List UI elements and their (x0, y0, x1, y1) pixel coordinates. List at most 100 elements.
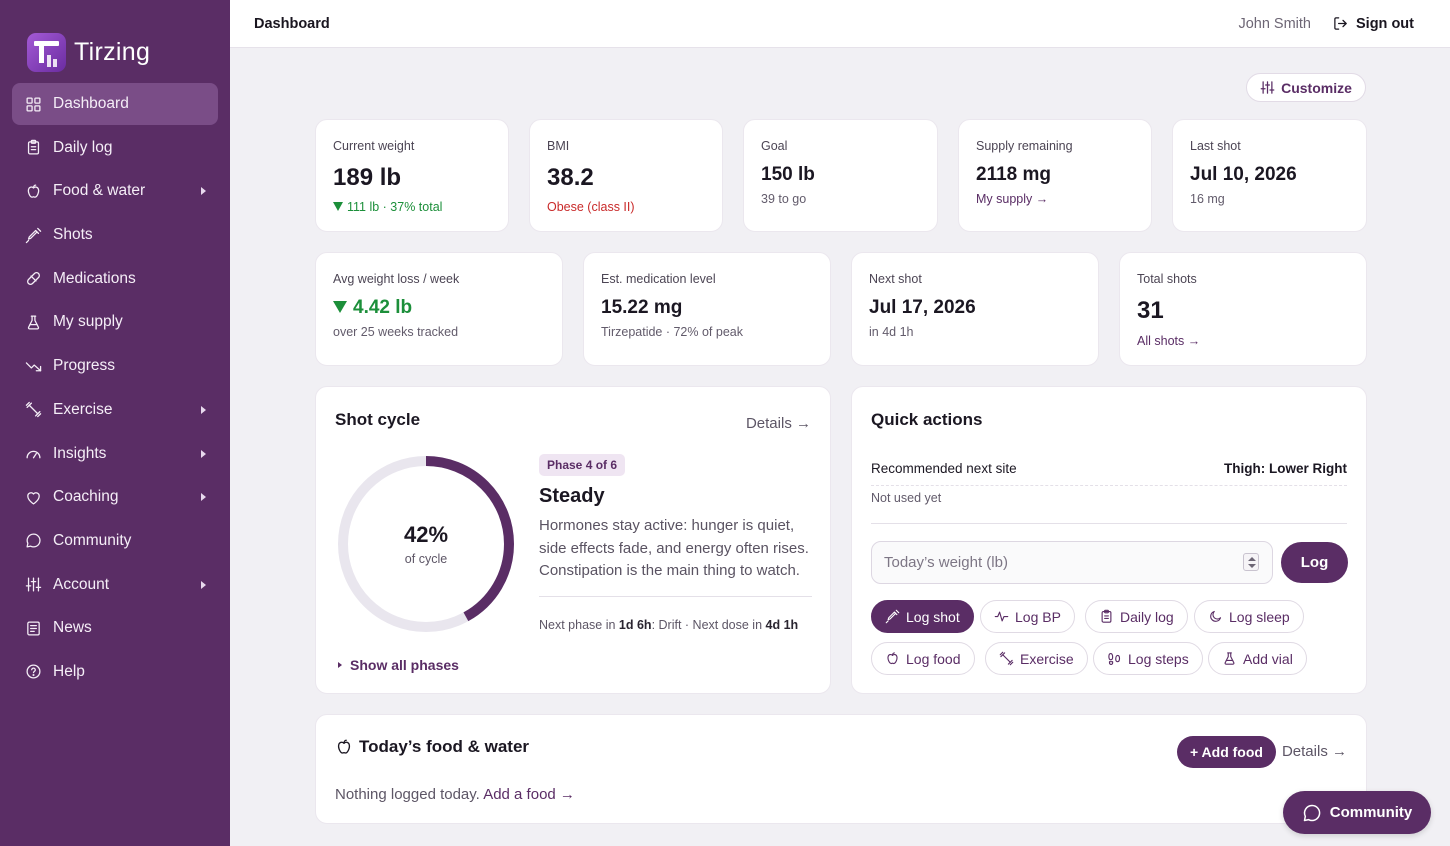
sidebar-item-dashboard[interactable]: Dashboard (12, 83, 218, 125)
stat-value-text: 4.42 lb (353, 297, 413, 318)
down-arrow-icon (333, 301, 347, 313)
page-title: Dashboard (254, 15, 330, 32)
sidebar-item-label: Dashboard (53, 95, 129, 112)
stat-card-goal[interactable]: Goal 150 lb 39 to go (743, 119, 938, 232)
todays-food-card: Today’s food & water + Add food Details … (315, 714, 1367, 824)
sidebar-item-insights[interactable]: Insights (12, 433, 218, 475)
ring-center: 42% of cycle (335, 453, 517, 635)
exercise-chip[interactable]: Exercise (985, 642, 1088, 675)
add-a-food-link[interactable]: Add a food → (483, 786, 575, 803)
sidebar-item-progress[interactable]: Progress (12, 345, 218, 387)
sidebar-item-label: Medications (53, 269, 136, 287)
food-title: Today’s food & water (335, 737, 529, 757)
sidebar-nav: Dashboard Daily log Food & water Shots M… (0, 83, 230, 693)
community-floating-button[interactable]: Community (1283, 791, 1431, 834)
stat-card-next-shot[interactable]: Next shot Jul 17, 2026 in 4d 1h (851, 252, 1099, 366)
next-phase-prefix: Next phase in (539, 618, 619, 632)
log-weight-button[interactable]: Log (1281, 542, 1348, 583)
stat-card-current-weight[interactable]: Current weight 189 lb 111 lb · 37% total (315, 119, 509, 232)
disclosure-triangle-icon (338, 662, 342, 668)
brand[interactable]: Tirzing (0, 0, 230, 83)
divider (871, 523, 1347, 524)
heart-icon (24, 488, 42, 506)
weight-input[interactable] (871, 541, 1273, 584)
sidebar-item-shots[interactable]: Shots (12, 214, 218, 256)
sidebar-item-food-water[interactable]: Food & water (12, 170, 218, 212)
add-vial-chip[interactable]: Add vial (1208, 642, 1307, 675)
stat-label: Supply remaining (976, 139, 1073, 153)
sidebar-item-exercise[interactable]: Exercise (12, 389, 218, 431)
customize-button[interactable]: Customize (1246, 73, 1366, 102)
user-name[interactable]: John Smith (1238, 15, 1311, 32)
customize-label: Customize (1281, 79, 1352, 96)
chip-label: Log sleep (1229, 608, 1290, 625)
log-steps-chip[interactable]: Log steps (1093, 642, 1203, 675)
syringe-icon (885, 609, 900, 624)
sidebar-item-label: News (53, 619, 92, 637)
stat-label: Total shots (1137, 272, 1197, 286)
sidebar-item-account[interactable]: Account (12, 564, 218, 606)
dumbbell-icon (24, 401, 42, 419)
quick-actions-card: Quick actions Recommended next site Thig… (851, 386, 1367, 694)
log-sleep-chip[interactable]: Log sleep (1194, 600, 1304, 633)
stat-value: 189 lb (333, 164, 402, 191)
sidebar-item-coaching[interactable]: Coaching (12, 476, 218, 518)
newspaper-icon (24, 619, 42, 637)
shot-cycle-title: Shot cycle (335, 410, 421, 429)
food-empty-text: Nothing logged today. (335, 786, 480, 803)
sidebar-item-medications[interactable]: Medications (12, 258, 218, 300)
stat-card-avg-weight-loss[interactable]: Avg weight loss / week 4.42 lb over 25 w… (315, 252, 563, 366)
chevron-right-icon (201, 449, 206, 458)
daily-log-chip[interactable]: Daily log (1085, 600, 1188, 633)
stat-card-total-shots[interactable]: Total shots 31 All shots → (1119, 252, 1367, 366)
sign-out-button[interactable]: Sign out (1333, 16, 1414, 32)
pulse-icon (994, 611, 1009, 622)
chip-label: Log shot (906, 608, 960, 625)
log-bp-chip[interactable]: Log BP (980, 600, 1075, 633)
sidebar-item-label: Progress (53, 357, 116, 375)
stat-card-medication-level[interactable]: Est. medication level 15.22 mg Tirzepati… (583, 252, 831, 366)
syringe-icon (24, 226, 42, 244)
number-stepper-icon[interactable] (1243, 553, 1259, 571)
stat-value: Jul 10, 2026 (1190, 164, 1297, 185)
sidebar-item-my-supply[interactable]: My supply (12, 301, 218, 343)
next-dose-time: 4d 1h (765, 618, 799, 632)
my-supply-link[interactable]: My supply → (976, 192, 1049, 206)
chip-label: Log steps (1128, 650, 1189, 667)
chip-label: Log food (906, 650, 961, 667)
food-details-link[interactable]: Details → (1281, 743, 1347, 760)
sliders-icon (24, 576, 42, 594)
apple-icon (887, 652, 898, 665)
sidebar-item-label: Exercise (53, 400, 113, 418)
flask-icon (24, 313, 42, 331)
stat-card-supply-remaining[interactable]: Supply remaining 2118 mg My supply → (958, 119, 1152, 232)
flask-icon (1224, 652, 1235, 665)
add-food-button[interactable]: + Add food (1177, 736, 1276, 768)
sidebar-item-daily-log[interactable]: Daily log (12, 127, 218, 169)
stat-label: Avg weight loss / week (333, 272, 460, 286)
stat-sub: 111 lb · 37% total (333, 200, 442, 214)
sidebar-item-label: Food & water (53, 182, 146, 200)
food-empty-state: Nothing logged today. Add a food → (335, 786, 575, 803)
stat-value: 15.22 mg (601, 297, 683, 318)
log-food-chip[interactable]: Log food (871, 642, 975, 675)
down-arrow-icon (333, 202, 343, 211)
sidebar-item-help[interactable]: Help (12, 651, 218, 693)
log-shot-chip[interactable]: Log shot (871, 600, 974, 633)
stat-card-bmi[interactable]: BMI 38.2 Obese (class II) (529, 119, 723, 232)
recommended-site-note: Not used yet (871, 491, 942, 505)
sidebar-item-community[interactable]: Community (12, 520, 218, 562)
all-shots-link[interactable]: All shots → (1137, 334, 1201, 348)
stat-label: Current weight (333, 139, 415, 153)
chip-label: Add vial (1243, 650, 1293, 667)
shot-cycle-details-link[interactable]: Details → (745, 415, 811, 432)
show-all-phases-toggle[interactable]: Show all phases (338, 657, 459, 673)
chevron-right-icon (201, 187, 206, 196)
stat-sub-text: 111 lb · 37% total (347, 200, 443, 214)
sidebar-item-news[interactable]: News (12, 607, 218, 649)
stat-card-last-shot[interactable]: Last shot Jul 10, 2026 16 mg (1172, 119, 1367, 232)
stat-label: Last shot (1190, 139, 1241, 153)
stat-label: Est. medication level (601, 272, 716, 286)
community-fab-label: Community (1329, 804, 1413, 821)
clipboard-icon (24, 139, 42, 157)
